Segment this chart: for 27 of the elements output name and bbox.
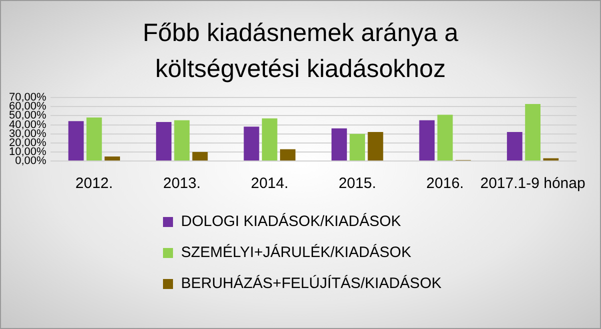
x-tick-label: 2017.1-9 hónap <box>480 175 586 192</box>
x-tick-label: 2014. <box>250 175 288 192</box>
bar <box>68 121 84 160</box>
x-tick-label: 2013. <box>163 175 201 192</box>
bar <box>525 104 540 160</box>
bar <box>437 114 453 160</box>
bar <box>192 152 208 160</box>
legend-label: SZEMÉLYI+JÁRULÉK/KIADÁSOK <box>181 244 412 261</box>
x-tick-label: 2016. <box>426 175 464 192</box>
chart-title: Főbb kiadásnemek aránya a költségvetési kiadásokhoz <box>142 18 460 85</box>
bar <box>332 128 347 160</box>
bar <box>104 156 120 160</box>
y-tick-label: 0,00% <box>15 155 47 168</box>
bar <box>506 132 522 160</box>
x-tick-label: 2012. <box>75 175 113 192</box>
bar <box>262 118 278 160</box>
bar <box>86 118 102 160</box>
bar <box>174 120 190 160</box>
legend-label: DOLOGI KIADÁSOK/KIADÁSOK <box>181 213 402 230</box>
legend-label: BERUHÁZÁS+FELÚJÍTÁS/KIADÁSOK <box>181 275 442 292</box>
bar <box>368 132 384 160</box>
bar <box>156 122 172 160</box>
x-tick-label: 2015. <box>338 175 376 192</box>
bar <box>244 126 260 160</box>
bar <box>419 120 435 160</box>
bar <box>350 134 366 160</box>
bar <box>280 149 296 160</box>
